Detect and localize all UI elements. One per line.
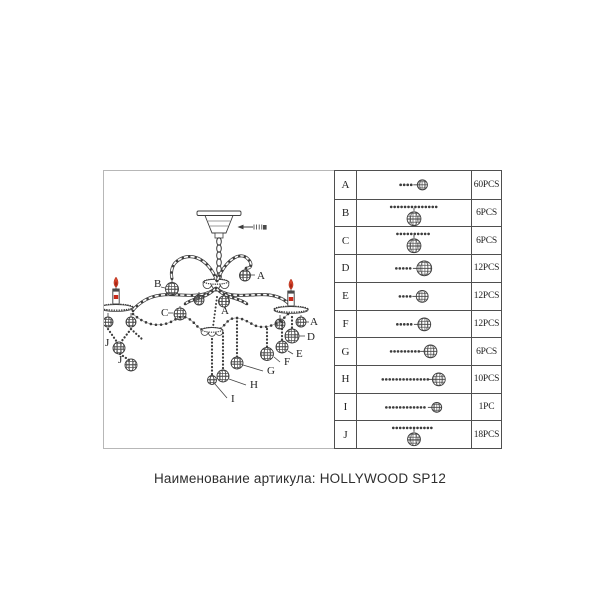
parts-table: A 60PCS B 6PCS C 6PCS D 12PCS E 12PCS F — [334, 170, 502, 449]
part-letter: D — [335, 255, 357, 282]
part-icon — [399, 179, 428, 191]
diagram-part-label: A — [310, 316, 318, 328]
table-row: I 1PC — [335, 392, 501, 421]
lower-bowl — [200, 296, 224, 337]
caption: Наименование артикула: HOLLYWOOD SP12 — [153, 471, 447, 486]
table-row: F 12PCS — [335, 309, 501, 338]
part-icon — [391, 426, 437, 447]
part-icon-cell — [357, 366, 471, 393]
part-icon-cell — [357, 283, 471, 310]
diagram-part-label: G — [267, 365, 275, 377]
part-quantity: 6PCS — [471, 338, 501, 365]
part-icon — [385, 401, 443, 413]
diagram-part-label: F — [284, 356, 290, 368]
table-row: B 6PCS — [335, 198, 501, 227]
j-pendants — [106, 327, 145, 372]
part-icon-cell — [357, 311, 471, 338]
part-icon-cell — [357, 421, 471, 448]
diagram-part-label: B — [154, 278, 161, 290]
diagram-part-label: A — [257, 270, 265, 282]
part-quantity: 12PCS — [471, 282, 501, 310]
diagram-part-label: A — [221, 305, 229, 317]
part-quantity: 6PCS — [471, 199, 501, 227]
table-row: C 6PCS — [335, 226, 501, 255]
part-letter: I — [335, 393, 357, 421]
part-icon-cell — [357, 255, 471, 282]
part-icon-cell — [357, 227, 471, 254]
candle-right — [273, 278, 309, 314]
part-letter: E — [335, 282, 357, 310]
pendant-strands — [207, 315, 300, 385]
part-icon — [389, 205, 439, 226]
part-icon — [396, 316, 432, 331]
table-row: G 6PCS — [335, 337, 501, 365]
candle-left — [104, 276, 134, 312]
diagram-part-label: H — [250, 379, 258, 391]
ceiling-canopy — [196, 210, 242, 239]
part-quantity: 12PCS — [471, 255, 501, 282]
diagram-part-label: J — [118, 354, 123, 366]
part-icon — [381, 372, 446, 387]
part-letter: J — [335, 421, 357, 448]
part-icon — [398, 289, 429, 303]
diagram-part-label: J — [105, 337, 110, 349]
part-icon-cell — [357, 171, 471, 199]
part-letter: G — [335, 338, 357, 365]
part-quantity: 1PC — [471, 393, 501, 421]
table-row: J 18PCS — [335, 420, 501, 448]
diagram-part-label: C — [161, 307, 168, 319]
part-letter: H — [335, 365, 357, 393]
part-quantity: 10PCS — [471, 365, 501, 393]
part-icon — [396, 233, 432, 254]
part-icon-cell — [357, 338, 471, 365]
part-letter: A — [335, 171, 357, 199]
table-row: H 10PCS — [335, 364, 501, 393]
part-icon-cell — [357, 394, 471, 421]
table-row: D 12PCS — [335, 254, 501, 282]
part-icon — [395, 260, 433, 277]
table-row: E 12PCS — [335, 281, 501, 310]
part-icon-cell — [357, 200, 471, 227]
part-quantity: 12PCS — [471, 310, 501, 338]
part-quantity: 18PCS — [471, 421, 501, 448]
table-row: A 60PCS — [335, 171, 501, 199]
part-quantity: 60PCS — [471, 171, 501, 199]
mounting-screw-arrow — [237, 224, 267, 230]
diagram-part-label: I — [231, 393, 235, 405]
part-quantity: 6PCS — [471, 227, 501, 255]
diagram-part-label: E — [296, 348, 303, 360]
part-letter: C — [335, 227, 357, 255]
part-letter: F — [335, 310, 357, 338]
part-icon — [389, 344, 438, 359]
part-letter: B — [335, 199, 357, 227]
diagram-part-label: D — [307, 331, 315, 343]
